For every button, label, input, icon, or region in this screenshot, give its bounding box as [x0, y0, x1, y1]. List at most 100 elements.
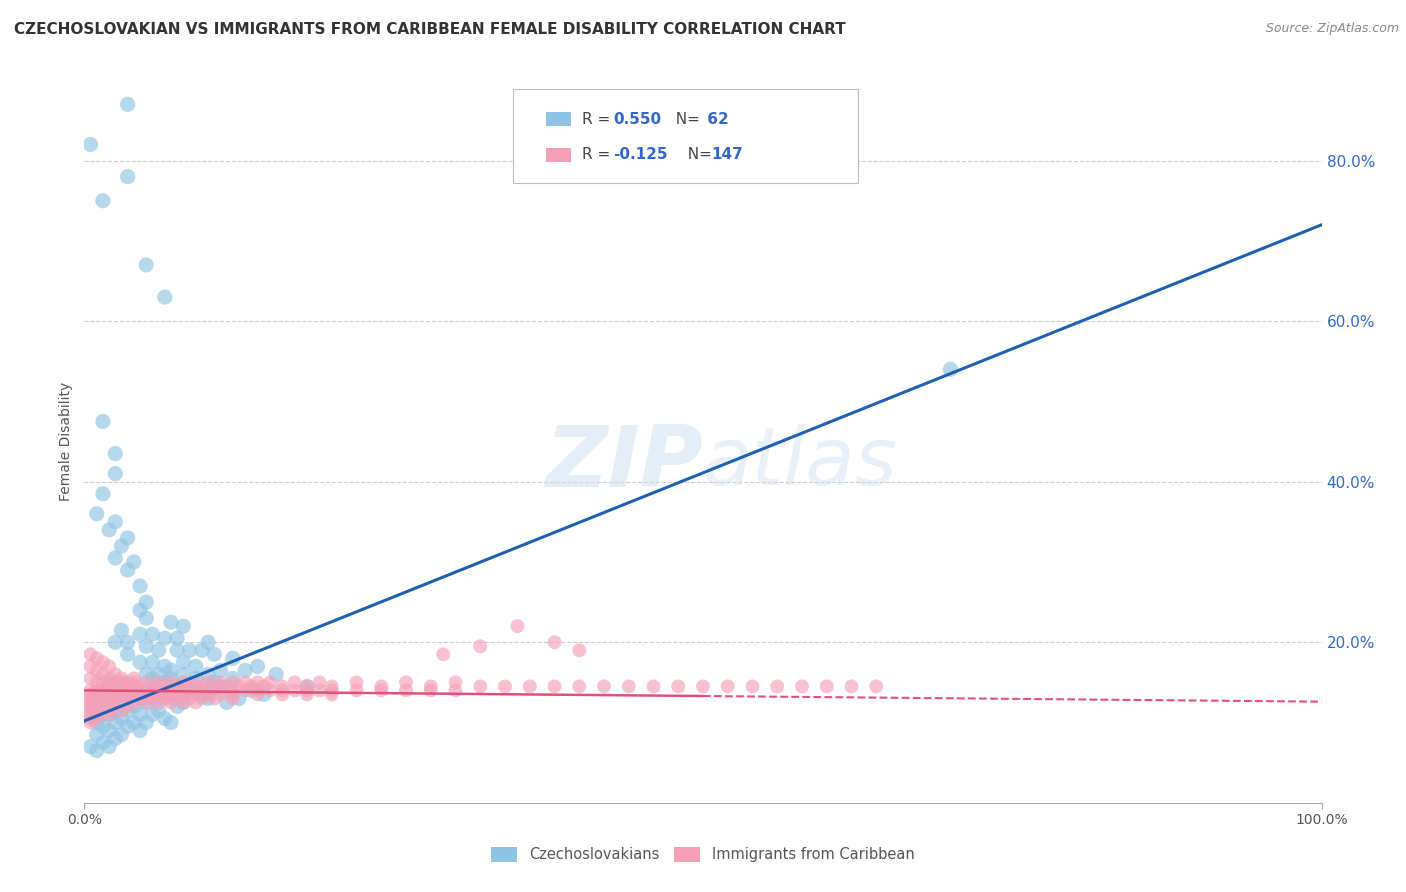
Point [166, 687, 188, 701]
Point [395, 683, 418, 698]
Point [141, 691, 163, 706]
Point [117, 675, 139, 690]
Point [110, 671, 132, 685]
Point [79, 696, 101, 710]
Point [117, 699, 139, 714]
Point [184, 687, 207, 701]
Point [117, 531, 139, 545]
Point [135, 667, 157, 681]
Point [129, 683, 152, 698]
Point [191, 691, 214, 706]
Point [79, 671, 101, 685]
Point [308, 675, 330, 690]
Point [110, 675, 132, 690]
Point [160, 675, 183, 690]
Point [135, 696, 157, 710]
Point [271, 683, 294, 698]
Point [86, 675, 108, 690]
Point [153, 680, 176, 694]
Point [129, 691, 152, 706]
Text: 147: 147 [711, 147, 744, 162]
Point [717, 680, 740, 694]
Point [91, 683, 114, 698]
Point [865, 680, 887, 694]
Point [91, 691, 114, 706]
Point [117, 97, 139, 112]
Text: -0.125: -0.125 [613, 147, 668, 162]
Point [141, 680, 163, 694]
Point [86, 651, 108, 665]
Point [222, 683, 245, 698]
Point [284, 683, 307, 698]
Point [110, 703, 132, 717]
Point [86, 687, 108, 701]
Point [153, 691, 176, 706]
Point [419, 683, 441, 698]
Text: ZIP: ZIP [546, 422, 703, 505]
Point [153, 632, 176, 646]
Point [166, 691, 188, 706]
Point [117, 683, 139, 698]
Point [91, 735, 114, 749]
Point [86, 712, 108, 726]
Point [91, 719, 114, 733]
Point [153, 659, 176, 673]
Point [129, 655, 152, 669]
Point [197, 687, 219, 701]
Point [197, 635, 219, 649]
Point [166, 680, 188, 694]
Point [197, 683, 219, 698]
Point [246, 687, 269, 701]
Point [209, 687, 232, 701]
Point [129, 627, 152, 641]
Point [222, 671, 245, 685]
Point [172, 696, 194, 710]
Point [86, 683, 108, 698]
Point [666, 680, 689, 694]
Point [91, 707, 114, 722]
Point [122, 555, 145, 569]
Point [246, 683, 269, 698]
Point [135, 687, 157, 701]
Point [160, 696, 183, 710]
Point [86, 728, 108, 742]
Point [370, 680, 392, 694]
Point [197, 675, 219, 690]
Point [98, 696, 121, 710]
Point [172, 683, 194, 698]
Point [98, 723, 121, 738]
Point [104, 703, 127, 717]
Point [79, 699, 101, 714]
Point [110, 728, 132, 742]
Point [432, 648, 454, 662]
Y-axis label: Female Disability: Female Disability [59, 382, 73, 501]
Point [593, 680, 616, 694]
Point [153, 691, 176, 706]
Point [104, 683, 127, 698]
Text: CZECHOSLOVAKIAN VS IMMIGRANTS FROM CARIBBEAN FEMALE DISABILITY CORRELATION CHART: CZECHOSLOVAKIAN VS IMMIGRANTS FROM CARIB… [14, 22, 846, 37]
Point [86, 715, 108, 730]
Point [91, 655, 114, 669]
Point [271, 687, 294, 701]
Point [470, 639, 492, 653]
Point [166, 699, 188, 714]
Point [104, 683, 127, 698]
Point [98, 687, 121, 701]
Point [79, 683, 101, 698]
Legend: Czechoslovakians, Immigrants from Caribbean: Czechoslovakians, Immigrants from Caribb… [485, 841, 921, 868]
Point [790, 680, 813, 694]
Point [209, 664, 232, 678]
Point [222, 651, 245, 665]
Point [104, 691, 127, 706]
Point [153, 687, 176, 701]
Point [259, 683, 281, 698]
Point [148, 703, 170, 717]
Point [246, 659, 269, 673]
Point [346, 683, 368, 698]
Point [321, 680, 343, 694]
Point [117, 648, 139, 662]
Point [202, 691, 225, 706]
Point [172, 655, 194, 669]
Point [141, 671, 163, 685]
Point [86, 507, 108, 521]
